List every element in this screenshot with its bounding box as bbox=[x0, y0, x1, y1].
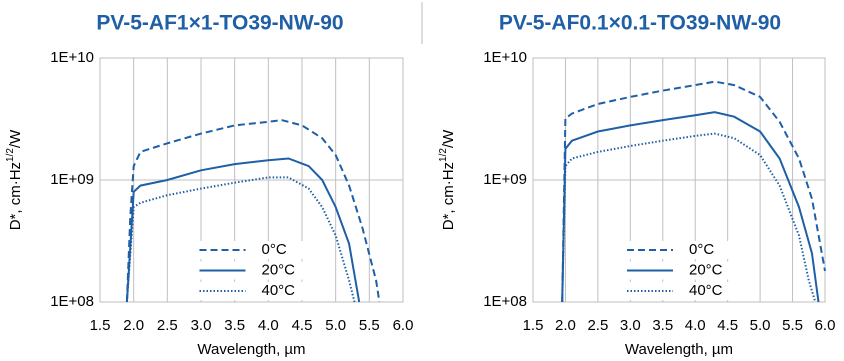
x-tick-label: 5.0 bbox=[325, 317, 346, 334]
legend-label: 40°C bbox=[689, 282, 723, 299]
x-tick-label: 6.0 bbox=[393, 317, 414, 334]
y-tick-label: 1E+08 bbox=[50, 293, 94, 310]
y-tick-label: 1E+09 bbox=[483, 171, 527, 188]
x-tick-label: 5.5 bbox=[359, 317, 380, 334]
y-tick-label: 1E+08 bbox=[483, 293, 527, 310]
legend-bg bbox=[623, 282, 731, 300]
y-tick-label: 1E+09 bbox=[50, 171, 94, 188]
y-axis-label-text: D*, cm·Hz bbox=[7, 162, 24, 230]
y-axis-label: D*, cm·Hz1/2/W bbox=[5, 129, 24, 230]
plot-frame bbox=[99, 57, 404, 303]
y-axis-label: D*, cm·Hz1/2/W bbox=[438, 129, 457, 230]
x-tick-label: 5.0 bbox=[750, 317, 771, 334]
x-tick-label: 4.0 bbox=[685, 317, 706, 334]
x-tick-label: 3.5 bbox=[652, 317, 673, 334]
legend-label: 20°C bbox=[689, 261, 723, 278]
x-tick-label: 4.5 bbox=[292, 317, 313, 334]
x-tick-label: 5.5 bbox=[782, 317, 803, 334]
plot-frame bbox=[532, 57, 826, 303]
legend-label: 20°C bbox=[262, 261, 296, 278]
y-tick-label: 1E+10 bbox=[483, 49, 527, 66]
y-axis-label-text: D*, cm·Hz bbox=[440, 162, 457, 230]
legend-label: 0°C bbox=[689, 241, 714, 258]
data-line bbox=[561, 132, 817, 303]
x-tick-label: 3.0 bbox=[191, 317, 212, 334]
x-tick-label: 6.0 bbox=[815, 317, 836, 334]
chart-title: PV-5-AF0.1×0.1-TO39-NW-90 bbox=[499, 12, 781, 35]
x-tick-label: 3.5 bbox=[224, 317, 245, 334]
legend-label: 40°C bbox=[262, 282, 296, 299]
x-tick-label: 2.0 bbox=[123, 317, 144, 334]
x-tick-label: 4.0 bbox=[258, 317, 279, 334]
x-axis-label: Wavelength, µm bbox=[197, 341, 305, 358]
legend-label: 0°C bbox=[262, 241, 287, 258]
legend-bg bbox=[195, 241, 304, 259]
y-axis-label-sup: 1/2 bbox=[5, 148, 16, 162]
data-line bbox=[561, 111, 820, 303]
y-axis-label-tail: /W bbox=[440, 129, 457, 148]
data-line bbox=[125, 157, 361, 303]
legend-bg bbox=[195, 261, 304, 280]
chart-title: PV-5-AF1×1-TO39-NW-90 bbox=[96, 12, 343, 35]
x-tick-label: 1.5 bbox=[523, 317, 544, 334]
y-axis-label-tail: /W bbox=[7, 129, 24, 148]
x-tick-label: 2.5 bbox=[587, 317, 608, 334]
legend-bg bbox=[623, 261, 731, 280]
y-axis-label-sup: 1/2 bbox=[438, 148, 449, 162]
data-line bbox=[561, 80, 826, 303]
data-line bbox=[125, 119, 381, 303]
legend-bg bbox=[623, 241, 731, 259]
x-tick-label: 1.5 bbox=[90, 317, 111, 334]
x-tick-label: 4.5 bbox=[717, 317, 738, 334]
x-tick-label: 2.0 bbox=[555, 317, 576, 334]
x-tick-label: 2.5 bbox=[157, 317, 178, 334]
legend-bg bbox=[195, 282, 304, 300]
x-axis-label: Wavelength, µm bbox=[625, 341, 733, 358]
y-tick-label: 1E+10 bbox=[50, 49, 94, 66]
x-tick-label: 3.0 bbox=[620, 317, 641, 334]
